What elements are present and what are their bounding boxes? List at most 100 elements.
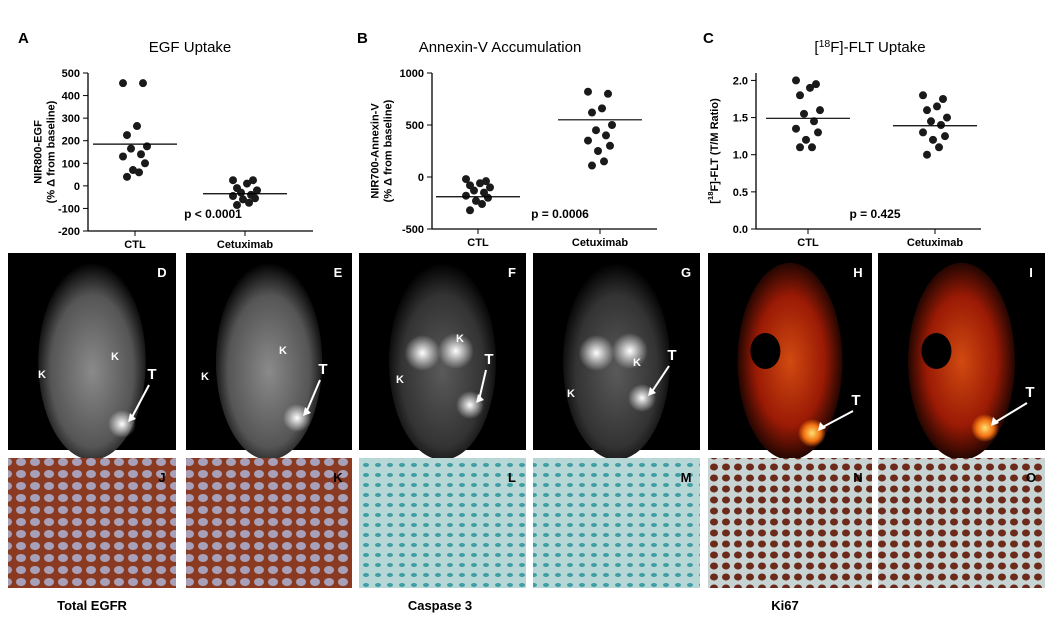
y-tick-label: 0.5 <box>733 187 748 199</box>
y-tick-label: 2.0 <box>733 75 748 87</box>
dot <box>808 143 816 152</box>
arrow-head <box>991 417 999 426</box>
arrow-head <box>476 394 484 403</box>
arrow <box>993 402 1028 424</box>
y-tick-label: 1.0 <box>733 150 748 162</box>
panel-letter: N <box>853 470 862 485</box>
dot <box>229 176 237 185</box>
arrow <box>130 384 150 420</box>
image-panel: IT <box>878 253 1045 460</box>
arrow <box>650 365 670 394</box>
image-panel: F K K T <box>359 253 526 460</box>
y-axis-label-line: (% Δ from baseline) <box>46 100 58 203</box>
dot <box>239 195 247 204</box>
dot <box>816 106 824 115</box>
x-tick-label: CTL <box>797 237 819 249</box>
dot <box>123 131 131 140</box>
image-panel: L <box>359 458 526 588</box>
dot <box>935 143 943 152</box>
organ <box>921 333 952 369</box>
dot <box>470 186 478 195</box>
histology <box>533 458 700 588</box>
dot <box>476 179 484 188</box>
dot <box>943 113 951 122</box>
y-tick-label: -100 <box>58 203 80 215</box>
y-axis-label-sup: 18 <box>706 191 715 200</box>
dot <box>482 177 490 186</box>
image-panel: G K K T <box>533 253 700 460</box>
dot <box>923 106 931 115</box>
dot <box>486 183 494 192</box>
dot <box>600 157 608 166</box>
panel-letter: L <box>508 470 516 485</box>
caption: Total EGFR <box>57 598 127 613</box>
arrow-head <box>818 422 826 431</box>
y-tick-label: 200 <box>62 136 80 148</box>
p-value: p < 0.0001 <box>184 207 242 221</box>
panel-letter: H <box>853 265 862 280</box>
histology <box>878 458 1045 588</box>
dot <box>137 150 145 159</box>
tumor <box>798 419 826 447</box>
dot <box>606 141 614 150</box>
dot <box>594 147 602 155</box>
y-tick-label: 500 <box>62 68 80 80</box>
chart-title-sup: 18 <box>819 38 831 50</box>
histology <box>359 458 526 588</box>
image-panel: D K K T <box>8 253 176 460</box>
panel-letter: J <box>158 470 165 485</box>
dot <box>233 201 241 210</box>
p-value: p = 0.425 <box>849 207 900 221</box>
y-tick-label: -200 <box>58 226 80 238</box>
y-tick-label: 500 <box>406 120 424 132</box>
y-tick-label: 1.5 <box>733 113 748 125</box>
dot <box>792 124 800 133</box>
y-axis-label-line: (% Δ from baseline) <box>383 99 395 202</box>
histology <box>8 458 176 588</box>
x-tick-label: CTL <box>124 239 146 251</box>
dot <box>937 121 945 129</box>
dot <box>939 95 947 103</box>
caption: Caspase 3 <box>408 598 472 613</box>
y-axis-label-line: NIR700-Annexin-V <box>370 103 382 199</box>
dot <box>796 91 804 100</box>
x-tick-label: Cetuximab <box>572 237 629 249</box>
y-tick-label: 400 <box>62 91 80 103</box>
y-tick-label: 300 <box>62 113 80 125</box>
dot <box>919 91 927 100</box>
arrow <box>478 369 487 401</box>
chart-title: EGF Uptake <box>149 39 232 56</box>
dot <box>462 191 470 200</box>
organ-label: K <box>456 333 464 345</box>
organ <box>437 333 474 369</box>
dot <box>141 159 149 168</box>
y-axis-label: NIR800-EGF(% Δ from baseline) <box>33 100 58 203</box>
image-panel: N <box>708 458 872 588</box>
dot <box>941 132 949 141</box>
panel-label: C <box>703 30 714 47</box>
organ-label: K <box>396 374 404 386</box>
dot <box>814 128 822 137</box>
image-panel: M <box>533 458 700 588</box>
image-panel: HT <box>708 253 872 460</box>
organ-label: K <box>633 357 641 369</box>
dot <box>123 172 131 181</box>
y-tick-label: 0.0 <box>733 224 748 236</box>
x-tick-label: Cetuximab <box>217 239 274 251</box>
organ <box>750 333 781 369</box>
dot <box>127 144 135 153</box>
dot <box>249 176 257 185</box>
panel-label: B <box>357 30 368 47</box>
arrow-head <box>128 413 136 422</box>
tumor <box>108 410 136 438</box>
arrow <box>305 379 321 414</box>
dot <box>584 87 592 96</box>
tumor <box>283 404 311 432</box>
dot <box>243 179 251 188</box>
dot <box>466 206 474 215</box>
organ-label: T <box>147 366 156 383</box>
image-panel: K <box>186 458 352 588</box>
dot <box>253 186 261 195</box>
mouse-body <box>737 262 843 460</box>
